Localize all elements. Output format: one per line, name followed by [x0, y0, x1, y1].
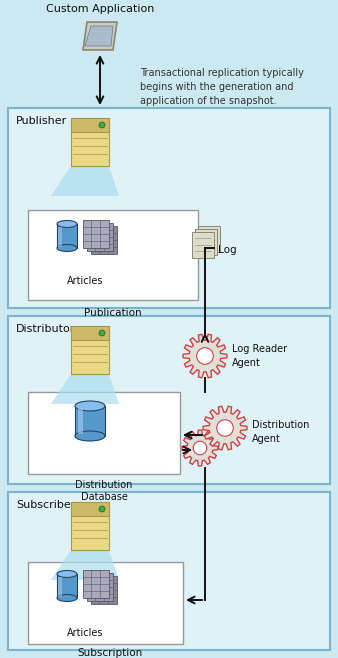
- Bar: [91, 226, 117, 254]
- Bar: [78, 408, 83, 434]
- Circle shape: [197, 347, 213, 365]
- Text: Log Reader
Agent: Log Reader Agent: [232, 344, 287, 368]
- Text: Publisher: Publisher: [16, 116, 67, 126]
- Circle shape: [217, 420, 233, 436]
- Bar: [57, 224, 77, 248]
- Circle shape: [99, 330, 105, 336]
- Text: Transactional replication typically
begins with the generation and
application o: Transactional replication typically begi…: [140, 68, 304, 106]
- Ellipse shape: [75, 401, 105, 411]
- Bar: [71, 326, 109, 374]
- Bar: [71, 118, 109, 166]
- Ellipse shape: [75, 431, 105, 441]
- Text: Custom Application: Custom Application: [46, 4, 154, 14]
- Text: Log: Log: [218, 245, 237, 255]
- Bar: [71, 502, 109, 550]
- Bar: [58, 577, 62, 597]
- Bar: [57, 574, 77, 598]
- Ellipse shape: [57, 570, 77, 578]
- Bar: [8, 492, 330, 650]
- Polygon shape: [51, 166, 119, 196]
- Polygon shape: [83, 22, 117, 50]
- Bar: [192, 232, 214, 258]
- Text: Articles: Articles: [67, 276, 103, 286]
- Circle shape: [99, 506, 105, 512]
- Circle shape: [99, 122, 105, 128]
- Bar: [8, 108, 330, 308]
- Ellipse shape: [57, 220, 77, 228]
- Text: Distribution
Database: Distribution Database: [75, 480, 133, 503]
- Bar: [28, 562, 183, 644]
- Bar: [87, 223, 113, 251]
- Polygon shape: [85, 26, 113, 46]
- Bar: [8, 316, 330, 484]
- Bar: [83, 220, 109, 248]
- Bar: [71, 326, 109, 340]
- Bar: [91, 576, 117, 604]
- Bar: [83, 570, 109, 598]
- Circle shape: [193, 442, 207, 455]
- Bar: [195, 229, 217, 255]
- Ellipse shape: [57, 594, 77, 601]
- Polygon shape: [182, 430, 218, 466]
- Bar: [198, 226, 220, 252]
- Polygon shape: [183, 334, 227, 378]
- Text: Subscriber: Subscriber: [16, 500, 75, 510]
- Text: Distribution
Agent: Distribution Agent: [252, 420, 309, 443]
- Bar: [75, 406, 105, 436]
- Bar: [87, 573, 113, 601]
- Bar: [58, 227, 62, 247]
- Text: Publication: Publication: [84, 308, 142, 318]
- Polygon shape: [203, 406, 247, 450]
- Ellipse shape: [57, 245, 77, 251]
- Bar: [28, 392, 180, 474]
- Text: Articles: Articles: [67, 628, 103, 638]
- Text: Distributor: Distributor: [16, 324, 75, 334]
- Text: Subscription: Subscription: [77, 648, 143, 658]
- Bar: [28, 210, 198, 300]
- Polygon shape: [51, 374, 119, 404]
- Bar: [71, 118, 109, 132]
- Polygon shape: [51, 550, 119, 580]
- Bar: [71, 502, 109, 516]
